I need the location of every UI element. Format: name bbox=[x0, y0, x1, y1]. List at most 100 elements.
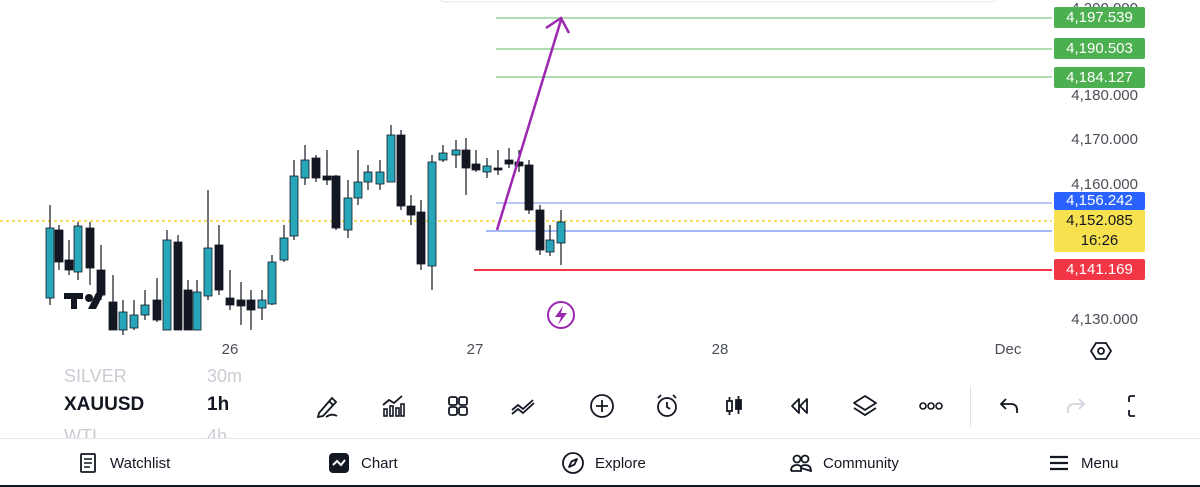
candle-body bbox=[162, 239, 172, 331]
time-tick-3: 28 bbox=[711, 341, 729, 358]
candle-body bbox=[214, 244, 224, 291]
candle-body bbox=[225, 297, 235, 306]
price-tick-4: 4,160.000 bbox=[1071, 176, 1138, 193]
time-tick-2: 27 bbox=[466, 341, 484, 358]
time-tick-4: Dec bbox=[994, 341, 1022, 358]
replay-icon[interactable] bbox=[782, 390, 814, 422]
candle-body bbox=[353, 181, 363, 199]
community-icon bbox=[790, 454, 812, 473]
candle-body bbox=[386, 134, 396, 183]
pencil-icon[interactable] bbox=[312, 390, 344, 422]
candle-body bbox=[406, 205, 416, 216]
level-label-4[interactable]: 4,156.242 bbox=[1054, 192, 1145, 210]
candle-body bbox=[267, 261, 277, 305]
current-price-value: 4,152.085 bbox=[1066, 212, 1133, 229]
candle-body bbox=[173, 241, 183, 331]
candle-body bbox=[331, 175, 341, 229]
candle-body bbox=[203, 247, 213, 297]
candle-body bbox=[152, 299, 162, 321]
chart-settings-icon[interactable] bbox=[1089, 342, 1113, 360]
current-price-label: 4,152.085 16:26 bbox=[1054, 210, 1145, 252]
symbol-current[interactable]: XAUUSD bbox=[64, 394, 145, 415]
level-label-2[interactable]: 4,190.503 bbox=[1054, 38, 1145, 59]
nav-watchlist[interactable]: Watchlist bbox=[76, 449, 170, 477]
candle-body bbox=[140, 304, 150, 316]
candle-body bbox=[461, 149, 471, 169]
candle-body bbox=[257, 299, 267, 309]
price-chart[interactable] bbox=[0, 0, 1200, 372]
nav-chart-label: Chart bbox=[361, 454, 398, 472]
indicators-icon[interactable] bbox=[377, 390, 409, 422]
chart-area[interactable]: 4,200.000 4,180.000 4,170.000 4,160.000 … bbox=[0, 0, 1200, 372]
bottom-toolbar: SILVER 30m XAUUSD 1h WTI 4h bbox=[0, 366, 1200, 446]
lightning-icon[interactable] bbox=[547, 301, 575, 329]
compare-icon[interactable] bbox=[507, 390, 539, 422]
candle-body bbox=[236, 299, 246, 307]
interval-current[interactable]: 1h bbox=[207, 394, 230, 415]
nav-menu[interactable]: Menu bbox=[1047, 449, 1119, 477]
candle-body bbox=[438, 152, 448, 161]
candle-body bbox=[375, 171, 385, 185]
layers-icon[interactable] bbox=[849, 390, 881, 422]
candle-body bbox=[289, 175, 299, 237]
candle-body bbox=[416, 211, 426, 265]
fullscreen-icon[interactable] bbox=[1123, 390, 1155, 422]
compass-icon bbox=[562, 452, 584, 474]
candle-body bbox=[524, 164, 534, 211]
trend-arrow[interactable] bbox=[495, 16, 571, 231]
candle-body bbox=[129, 314, 139, 329]
alarm-icon[interactable] bbox=[651, 390, 683, 422]
candle-body bbox=[343, 197, 353, 231]
price-tick-3: 4,170.000 bbox=[1071, 131, 1138, 148]
candle-body bbox=[300, 159, 310, 179]
bottom-edge bbox=[0, 485, 1200, 487]
candle-body bbox=[504, 159, 514, 165]
watchlist-icon bbox=[80, 453, 96, 473]
level-label-3[interactable]: 4,184.127 bbox=[1054, 67, 1145, 88]
candle-body bbox=[85, 227, 95, 269]
candle-body bbox=[493, 167, 503, 171]
candle-countdown: 16:26 bbox=[1080, 232, 1119, 249]
time-tick-1: 26 bbox=[221, 341, 239, 358]
layouts-icon[interactable] bbox=[442, 390, 474, 422]
floating-panel-edge bbox=[439, 0, 997, 3]
candle-body bbox=[451, 149, 461, 156]
candle-body bbox=[73, 225, 83, 273]
add-icon[interactable] bbox=[586, 390, 618, 422]
level-label-1[interactable]: 4,197.539 bbox=[1054, 7, 1145, 28]
candle-body bbox=[556, 221, 566, 244]
nav-community[interactable]: Community bbox=[789, 449, 899, 477]
nav-chart[interactable]: Chart bbox=[327, 449, 398, 477]
candle-body bbox=[482, 165, 492, 173]
candle-body bbox=[279, 237, 289, 261]
candle-body bbox=[183, 289, 193, 331]
candle-body bbox=[363, 171, 373, 183]
undo-icon[interactable] bbox=[993, 390, 1025, 422]
menu-icon bbox=[1050, 455, 1068, 471]
more-icon[interactable] bbox=[915, 390, 947, 422]
toolbar-divider bbox=[970, 386, 971, 426]
level-label-5[interactable]: 4,141.169 bbox=[1054, 259, 1145, 280]
nav-community-label: Community bbox=[823, 454, 899, 472]
price-tick-5: 4,130.000 bbox=[1071, 311, 1138, 328]
candle-body bbox=[192, 291, 202, 331]
interval-above[interactable]: 30m bbox=[207, 366, 243, 386]
candle-body bbox=[545, 239, 555, 253]
symbol-above[interactable]: SILVER bbox=[64, 366, 127, 386]
candle-body bbox=[396, 134, 406, 207]
candle-body bbox=[96, 269, 106, 296]
candle-body bbox=[118, 311, 128, 331]
candles-icon[interactable] bbox=[718, 390, 750, 422]
redo-icon[interactable] bbox=[1060, 390, 1092, 422]
candle-body bbox=[54, 229, 64, 263]
candle-body bbox=[246, 299, 256, 311]
candle-body bbox=[108, 301, 118, 331]
candle-body bbox=[427, 161, 437, 267]
nav-explore[interactable]: Explore bbox=[561, 449, 646, 477]
nav-menu-label: Menu bbox=[1081, 454, 1119, 472]
nav-watchlist-label: Watchlist bbox=[110, 454, 171, 472]
chart-icon bbox=[329, 453, 349, 473]
price-tick-2: 4,180.000 bbox=[1071, 87, 1138, 104]
tradingview-logo bbox=[64, 293, 104, 309]
nav-explore-label: Explore bbox=[595, 454, 646, 472]
